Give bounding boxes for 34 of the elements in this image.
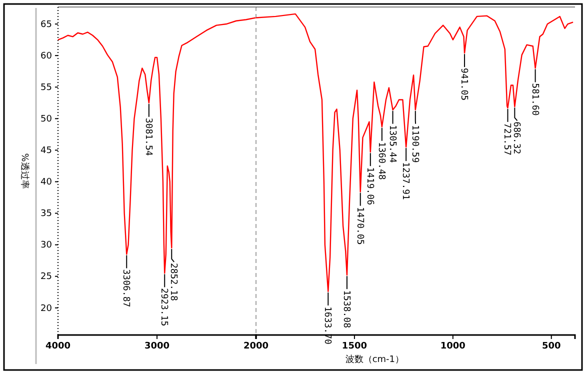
annotation: 941.05 <box>458 68 469 101</box>
y-tick-label: 55 <box>40 82 52 93</box>
x-tick-label: 2000 <box>243 341 269 352</box>
y-axis-title: %透过率 <box>19 153 30 189</box>
annotation: 1237.91 <box>400 162 410 200</box>
annotation: 721.57 <box>502 122 512 156</box>
annotation: 686.32 <box>511 122 522 154</box>
annotation: 1419.06 <box>364 167 374 206</box>
y-tick-label: 25 <box>40 272 52 282</box>
annotation: 1305.44 <box>386 124 397 163</box>
annotation: 2923.15 <box>158 288 169 326</box>
annotation: 3081.54 <box>142 118 153 156</box>
y-tick-label: 35 <box>40 209 52 220</box>
x-tick-label: 1000 <box>440 341 466 352</box>
x-tick-label: 4000 <box>45 341 71 352</box>
y-tick-label: 65 <box>40 20 52 30</box>
annotation: 1360.48 <box>376 142 386 180</box>
annotation: 1538.08 <box>340 290 351 328</box>
x-axis-title: 波数（cm-1） <box>345 354 404 365</box>
x-tick-label: 3000 <box>144 341 170 352</box>
y-tick-label: 30 <box>40 240 52 251</box>
annotation: 1633.70 <box>322 306 332 344</box>
annotation: 1470.05 <box>354 206 364 245</box>
y-tick-label: 20 <box>40 304 52 314</box>
y-tick-label: 50 <box>40 114 52 125</box>
y-tick-label: 45 <box>40 146 52 156</box>
annotation: 3306.87 <box>120 269 131 308</box>
annotation: 581.60 <box>529 83 540 116</box>
x-tick-label: 500 <box>542 341 561 352</box>
annotation: 2852.18 <box>168 262 178 301</box>
y-tick-label: 60 <box>40 51 52 62</box>
x-tick-label: 1500 <box>342 341 367 352</box>
annotation: 1190.59 <box>410 124 420 163</box>
y-tick-label: 40 <box>40 178 52 188</box>
